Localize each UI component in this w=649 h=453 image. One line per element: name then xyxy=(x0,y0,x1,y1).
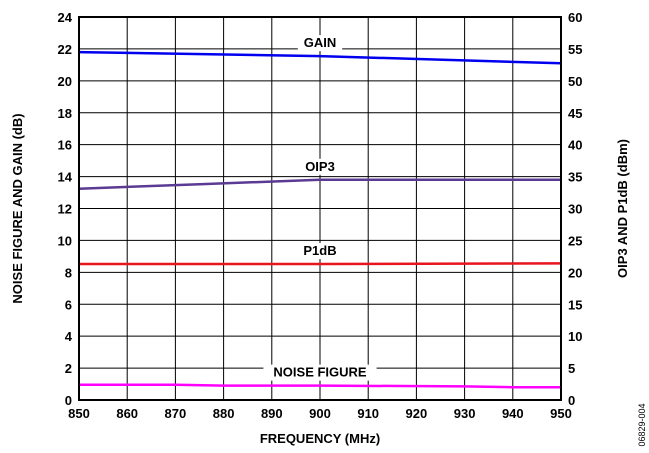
y2-axis-label: OIP3 AND P1dB (dBm) xyxy=(615,139,630,278)
series-label-bg xyxy=(297,243,343,260)
y2-tick-label: 0 xyxy=(568,393,575,408)
series-line-noise-figure xyxy=(79,383,561,389)
y-tick-label: 0 xyxy=(65,393,72,408)
y-tick-label: 16 xyxy=(58,138,72,153)
y-axis-label: NOISE FIGURE AND GAIN (dB) xyxy=(10,113,25,303)
y-tick-label: 14 xyxy=(58,170,73,185)
y2-tick-label: 45 xyxy=(568,106,582,121)
x-tick-label: 850 xyxy=(68,406,90,421)
series-labels: GAIN OIP3 P1dB NOISE FIGURE xyxy=(263,35,377,381)
y2-tick-label: 35 xyxy=(568,170,582,185)
x-tick-label: 870 xyxy=(165,406,187,421)
series-label-bg xyxy=(297,35,343,52)
grid xyxy=(78,16,562,401)
x-tick-label: 860 xyxy=(116,406,138,421)
y-tick-label: 6 xyxy=(65,297,72,312)
y2-tick-label: 20 xyxy=(568,265,582,280)
x-tick-label: 890 xyxy=(261,406,283,421)
y2-tick-label: 30 xyxy=(568,202,582,217)
series-label-gain: GAIN xyxy=(304,35,337,50)
y-tick-label: 2 xyxy=(65,361,72,376)
y2-tick-label: 55 xyxy=(568,42,582,57)
y-tick-label: 18 xyxy=(58,106,72,121)
y2-tick-label: 60 xyxy=(568,10,582,25)
series-line-gain xyxy=(78,50,562,65)
series-label-oip3: OIP3 xyxy=(305,159,335,174)
x-tick-label: 940 xyxy=(502,406,524,421)
y2-tick-label: 5 xyxy=(568,361,575,376)
x-tick-label: 910 xyxy=(357,406,379,421)
x-tick-label: 930 xyxy=(454,406,476,421)
y-tick-label: 8 xyxy=(65,265,72,280)
series-label-bg xyxy=(263,364,377,381)
y2-tick-label: 50 xyxy=(568,74,582,89)
tick-labels: 850 860 870 880 890 900 910 920 930 940 9500246810… xyxy=(58,10,583,421)
y-tick-label: 10 xyxy=(58,233,72,248)
x-axis-label: FREQUENCY (MHz) xyxy=(260,431,380,446)
series-line-p1db xyxy=(79,262,562,266)
x-tick-label: 920 xyxy=(406,406,428,421)
series-label-bg xyxy=(297,158,343,175)
y-tick-label: 22 xyxy=(58,42,72,57)
x-tick-label: 950 xyxy=(550,406,572,421)
x-tick-label: 880 xyxy=(213,406,235,421)
y-tick-label: 24 xyxy=(58,10,73,25)
y2-tick-label: 15 xyxy=(568,297,582,312)
figure-code: 06829-004 xyxy=(637,403,647,446)
y-tick-label: 20 xyxy=(58,74,72,89)
x-tick-label: 900 xyxy=(309,406,331,421)
y-tick-label: 12 xyxy=(58,202,72,217)
series-label-noise-figure: NOISE FIGURE xyxy=(273,365,367,380)
series-line-oip3 xyxy=(78,178,561,190)
y-tick-label: 4 xyxy=(65,329,73,344)
y2-tick-label: 40 xyxy=(568,138,582,153)
series-lines xyxy=(78,50,562,389)
series-label-p1db: P1dB xyxy=(303,243,336,258)
y2-tick-label: 25 xyxy=(568,233,582,248)
y2-tick-label: 10 xyxy=(568,329,582,344)
plot-frame xyxy=(78,16,562,401)
